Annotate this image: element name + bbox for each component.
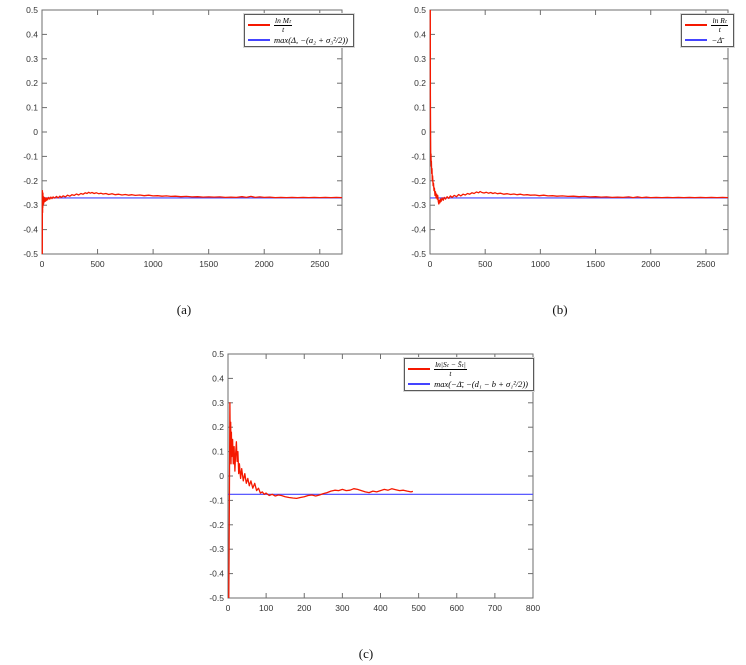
- caption-a: (a): [176, 302, 192, 317]
- x-tick-label: 0: [40, 259, 45, 269]
- y-tick-label: -0.2: [411, 176, 426, 186]
- blue-line-swatch: [408, 383, 431, 385]
- x-tick-label: 300: [335, 603, 349, 613]
- blue-line-swatch: [685, 39, 708, 41]
- panel-b: 0 500 1000 1500 2000 2500 -0.5 -0.4 -0.3 -0.2 -0.1…: [378, 2, 742, 318]
- legend-entry-red: ln Mₜ t: [248, 17, 348, 34]
- legend-label-fraction: ln|Sₜ − S̄ₜ| t: [434, 361, 467, 378]
- x-tick-label: 1500: [586, 259, 605, 269]
- x-tick-label: 1000: [531, 259, 550, 269]
- x-tick-label: 2500: [696, 259, 715, 269]
- y-tick-label: 0: [219, 471, 224, 481]
- y-tick-label: -0.1: [411, 151, 426, 161]
- panel-c: 0 100 200 300 400 500 600 700 800 -0.5 -0.4 -0.3 -0.…: [184, 346, 548, 662]
- legend-label: max(Δ, −(a₂ + σ₃²/2)): [274, 34, 348, 45]
- x-tick-label: 400: [373, 603, 387, 613]
- y-tick-label: -0.4: [23, 225, 38, 235]
- panel-a: 0 500 1000 1500 2000 2500 -0.5 -0.4 -0.3 -0.2 -0.1…: [2, 2, 366, 318]
- legend-label-fraction: ln Rₜ t: [711, 17, 728, 34]
- x-tick-label: 200: [297, 603, 311, 613]
- y-tick-label: -0.5: [411, 249, 426, 259]
- y-tick-label: 0.2: [212, 422, 224, 432]
- y-tick-label: 0.2: [414, 78, 426, 88]
- legend-entry-blue: −Δ̄: [685, 36, 728, 45]
- x-tick-label: 600: [450, 603, 464, 613]
- x-tick-label: 2500: [310, 259, 329, 269]
- x-tick-label: 0: [428, 259, 433, 269]
- y-tick-label: -0.5: [23, 249, 38, 259]
- fraction-denominator: t: [282, 24, 285, 34]
- x-tick-label: 1000: [144, 259, 163, 269]
- y-tick-label: -0.1: [23, 151, 38, 161]
- legend-b: ln Rₜ t −Δ̄: [681, 14, 734, 48]
- fraction-numerator: ln Rₜ: [711, 16, 728, 26]
- y-tick-label: -0.1: [209, 495, 224, 505]
- legend-entry-red: ln Rₜ t: [685, 17, 728, 34]
- y-tick-label: 0.3: [212, 398, 224, 408]
- y-tick-label: 0.4: [26, 29, 38, 39]
- x-tick-label: 100: [259, 603, 273, 613]
- legend-label: −Δ̄: [711, 34, 723, 45]
- red-line-swatch: [248, 24, 271, 27]
- x-tick-label: 2000: [255, 259, 274, 269]
- red-series-line-b: [429, 9, 729, 205]
- legend-a: ln Mₜ t max(Δ, −(a₂ + σ₃²/2)): [244, 14, 354, 48]
- fraction-numerator: ln Mₜ: [274, 16, 293, 26]
- y-tick-label: -0.5: [209, 593, 224, 603]
- x-tick-label: 500: [412, 603, 426, 613]
- fraction-numerator: ln|Sₜ − S̄ₜ|: [434, 360, 467, 370]
- y-tick-label: 0.2: [26, 78, 38, 88]
- y-tick-label: 0.5: [26, 5, 38, 15]
- y-tick-label: -0.3: [209, 544, 224, 554]
- y-tick-label: 0: [421, 127, 426, 137]
- y-tick-label: 0.4: [414, 29, 426, 39]
- x-tick-label: 500: [478, 259, 492, 269]
- red-line-swatch: [408, 368, 431, 371]
- x-tick-label: 800: [526, 603, 540, 613]
- legend-entry-red: ln|Sₜ − S̄ₜ| t: [408, 361, 528, 378]
- caption-b: (b): [552, 302, 568, 317]
- red-line-swatch: [685, 24, 708, 27]
- legend-label: max(−Δ̄, −(d₁ − b + σ₁²/2)): [434, 378, 528, 389]
- y-tick-label: 0.3: [414, 54, 426, 64]
- legend-label-fraction: ln Mₜ t: [274, 16, 293, 34]
- y-tick-label: -0.4: [209, 569, 224, 579]
- x-tick-label: 1500: [199, 259, 218, 269]
- x-tick-label: 500: [90, 259, 104, 269]
- y-tick-label: 0.5: [414, 5, 426, 15]
- fraction-denominator: t: [449, 368, 452, 378]
- y-tick-label: 0.3: [26, 54, 38, 64]
- y-tick-label: 0.1: [212, 447, 224, 457]
- y-tick-label: 0: [33, 127, 38, 137]
- legend-entry-blue: max(−Δ̄, −(d₁ − b + σ₁²/2)): [408, 380, 528, 389]
- y-tick-label: -0.3: [411, 200, 426, 210]
- y-tick-label: 0.1: [26, 103, 38, 113]
- x-tick-label: 2000: [641, 259, 660, 269]
- y-tick-label: 0.5: [212, 349, 224, 359]
- y-tick-label: -0.4: [411, 225, 426, 235]
- x-tick-label: 0: [226, 603, 231, 613]
- y-tick-label: 0.1: [414, 103, 426, 113]
- y-tick-label: 0.4: [212, 373, 224, 383]
- y-tick-label: -0.3: [23, 200, 38, 210]
- red-series-line-a: [41, 189, 343, 255]
- chart-b-canvas: 0 500 1000 1500 2000 2500 -0.5 -0.4 -0.3 -0.2 -0.1…: [411, 5, 729, 269]
- legend-entry-blue: max(Δ, −(a₂ + σ₃²/2)): [248, 36, 348, 45]
- fraction-denominator: t: [718, 24, 721, 34]
- y-tick-label: -0.2: [209, 520, 224, 530]
- chart-c-canvas: 0 100 200 300 400 500 600 700 800 -0.5 -0.4 -0.3 -0.…: [209, 349, 540, 613]
- red-series-line-c: [228, 402, 414, 599]
- blue-line-swatch: [248, 39, 271, 41]
- caption-c: (c): [358, 646, 374, 661]
- x-tick-label: 700: [488, 603, 502, 613]
- legend-c: ln|Sₜ − S̄ₜ| t max(−Δ̄, −(d₁ − b + σ₁²/2)): [404, 358, 534, 392]
- y-tick-label: -0.2: [23, 176, 38, 186]
